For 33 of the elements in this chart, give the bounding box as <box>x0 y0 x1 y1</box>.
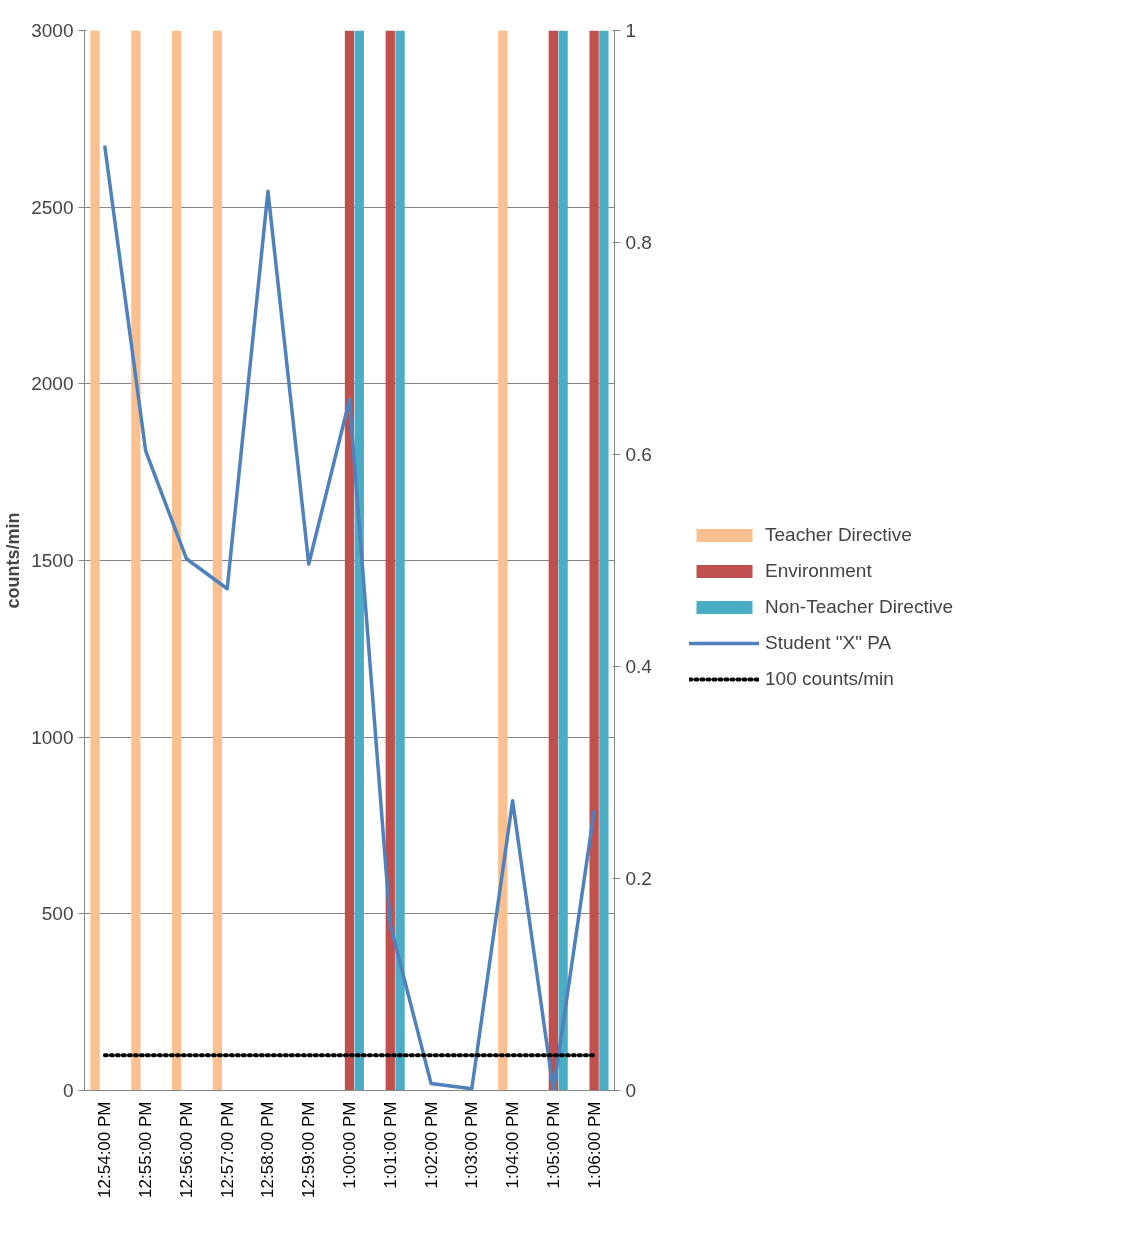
legend-label: Teacher Directive <box>765 524 912 546</box>
y-tick-label: 500 <box>41 903 74 925</box>
y2-tick-label: 0.8 <box>625 232 652 253</box>
x-tick-label: 1:05:00 PM <box>543 1101 563 1189</box>
y2-tick-label: 1 <box>625 20 637 41</box>
x-tick-label: 1:06:00 PM <box>584 1101 604 1189</box>
x-tick-label: 12:59:00 PM <box>299 1101 319 1198</box>
y2-tick-label: 0.2 <box>625 868 652 889</box>
y-tick-label: 2000 <box>31 373 74 395</box>
x-tick-label: 1:02:00 PM <box>421 1101 441 1189</box>
y-tick-label: 1500 <box>31 550 74 571</box>
x-tick-label: 1:04:00 PM <box>503 1101 523 1189</box>
x-tick-label: 12:56:00 PM <box>176 1101 196 1198</box>
y2-tick-label: 0 <box>625 1080 637 1101</box>
x-tick-label: 1:01:00 PM <box>380 1101 400 1189</box>
y-tick-label: 2500 <box>31 196 74 218</box>
y-tick-label: 1000 <box>31 726 74 748</box>
legend-label: Student "X" PA <box>765 632 892 654</box>
y-tick-label: 3000 <box>31 20 74 41</box>
y-tick-label: 0 <box>62 1080 74 1101</box>
x-tick-label: 1:00:00 PM <box>340 1101 359 1189</box>
x-tick-label: 12:58:00 PM <box>258 1101 278 1198</box>
x-tick-label: 12:57:00 PM <box>217 1101 237 1198</box>
x-tick-label: 12:54:00 PM <box>95 1101 115 1198</box>
legend-label: 100 counts/min <box>765 668 894 690</box>
x-tick-label: 12:55:00 PM <box>136 1101 156 1198</box>
legend-label: Environment <box>765 560 872 582</box>
legend-label: Non-Teacher Directive <box>765 596 953 618</box>
y2-tick-label: 0.4 <box>625 656 653 677</box>
y-axis-title: counts/min <box>3 512 24 609</box>
line-series <box>103 145 596 1091</box>
y2-tick-label: 0.6 <box>625 444 652 465</box>
x-tick-label: 1:03:00 PM <box>462 1101 482 1189</box>
